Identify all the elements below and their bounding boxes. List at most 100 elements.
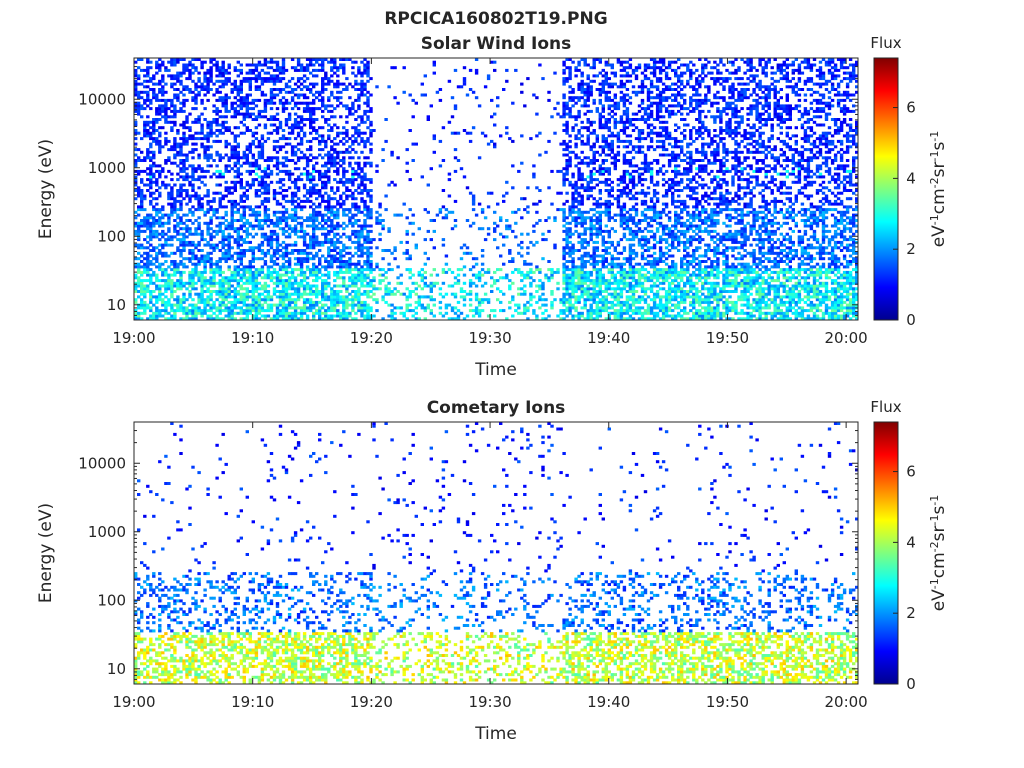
- heatmap-cell: [215, 112, 219, 116]
- heatmap-cell: [411, 290, 415, 293]
- heatmap-cell: [242, 96, 246, 100]
- heatmap-cell: [342, 208, 346, 212]
- heatmap-cell: [239, 183, 243, 187]
- heatmap-cell: [266, 197, 271, 201]
- heatmap-cell: [200, 197, 204, 201]
- heatmap-cell: [574, 219, 578, 222]
- heatmap-cell: [393, 96, 397, 100]
- heatmap-cell: [143, 295, 147, 299]
- heatmap-cell: [293, 194, 298, 198]
- heatmap-cell: [173, 311, 177, 315]
- heatmap-cell: [453, 224, 458, 228]
- heatmap-cell: [290, 284, 295, 288]
- heatmap-cell: [224, 153, 228, 157]
- heatmap-cell: [315, 238, 319, 242]
- heatmap-cell: [357, 208, 361, 212]
- heatmap-cell: [275, 126, 280, 130]
- heatmap-cell: [230, 227, 234, 231]
- heatmap-cell: [224, 303, 228, 307]
- heatmap-cell: [574, 101, 578, 105]
- heatmap-cell: [269, 298, 274, 302]
- heatmap-cell: [272, 194, 277, 198]
- heatmap-cell: [574, 145, 578, 149]
- heatmap-cell: [185, 314, 189, 318]
- heatmap-cell: [568, 284, 572, 288]
- heatmap-cell: [348, 246, 352, 250]
- heatmap-cell: [366, 210, 370, 214]
- heatmap-cell: [257, 221, 262, 225]
- heatmap-cell: [278, 169, 283, 173]
- heatmap-cell: [357, 131, 361, 135]
- heatmap-cell: [254, 295, 259, 299]
- heatmap-cell: [420, 306, 424, 310]
- heatmap-cell: [242, 216, 246, 220]
- heatmap-cell: [209, 238, 213, 242]
- heatmap-cell: [290, 249, 295, 252]
- heatmap-cell: [538, 298, 542, 302]
- heatmap-cell: [330, 145, 334, 149]
- heatmap-cell: [257, 213, 262, 217]
- heatmap-cell: [206, 229, 210, 233]
- heatmap-cell: [191, 284, 195, 288]
- heatmap-cell: [212, 284, 216, 288]
- heatmap-cell: [290, 292, 295, 296]
- heatmap-cell: [155, 295, 159, 299]
- heatmap-cell: [336, 153, 340, 157]
- heatmap-cell: [336, 276, 340, 280]
- heatmap-cell: [287, 178, 292, 182]
- heatmap-cell: [366, 101, 370, 105]
- heatmap-cell: [312, 213, 316, 217]
- heatmap-cell: [272, 224, 277, 228]
- heatmap-cell: [152, 197, 156, 201]
- heatmap-cell: [173, 104, 177, 108]
- heatmap-cell: [179, 194, 183, 198]
- heatmap-cell: [553, 243, 557, 247]
- heatmap-cell: [293, 88, 298, 91]
- heatmap-cell: [360, 167, 364, 171]
- heatmap-cell: [324, 175, 328, 179]
- heatmap-cell: [200, 169, 204, 173]
- heatmap-cell: [366, 213, 370, 217]
- heatmap-cell: [309, 131, 313, 135]
- heatmap-cell: [275, 66, 280, 70]
- heatmap-cell: [456, 279, 461, 283]
- heatmap-cell: [152, 246, 156, 250]
- heatmap-cell: [149, 227, 153, 231]
- heatmap-cell: [140, 191, 144, 195]
- heatmap-cell: [251, 303, 255, 307]
- heatmap-cell: [233, 279, 237, 283]
- heatmap-cell: [342, 265, 346, 269]
- heatmap-cell: [493, 227, 497, 231]
- heatmap-cell: [471, 90, 476, 94]
- heatmap-cell: [221, 82, 225, 86]
- heatmap-cell: [517, 306, 521, 310]
- heatmap-cell: [318, 175, 322, 179]
- heatmap-cell: [281, 295, 286, 299]
- heatmap-cell: [257, 183, 262, 187]
- heatmap-cell: [173, 148, 177, 152]
- heatmap-cell: [245, 126, 249, 130]
- heatmap-cell: [281, 169, 286, 173]
- heatmap-cell: [269, 77, 274, 81]
- heatmap-cell: [565, 216, 569, 220]
- heatmap-cell: [526, 232, 530, 236]
- heatmap-cell: [305, 191, 310, 195]
- heatmap-cell: [290, 306, 295, 310]
- heatmap-cell: [354, 129, 358, 132]
- heatmap-cell: [224, 287, 228, 291]
- heatmap-cell: [468, 284, 473, 288]
- heatmap-cell: [164, 142, 168, 146]
- heatmap-cell: [239, 268, 243, 272]
- heatmap-cell: [197, 90, 201, 94]
- heatmap-cell: [299, 279, 304, 283]
- heatmap-cell: [140, 197, 144, 201]
- heatmap-cell: [477, 273, 482, 277]
- heatmap-cell: [167, 219, 171, 222]
- heatmap-cell: [393, 66, 397, 70]
- heatmap-cell: [420, 287, 424, 291]
- heatmap-cell: [315, 292, 319, 296]
- heatmap-cell: [167, 156, 171, 160]
- heatmap-cell: [224, 120, 228, 124]
- heatmap-cell: [227, 109, 231, 113]
- heatmap-cell: [266, 199, 271, 203]
